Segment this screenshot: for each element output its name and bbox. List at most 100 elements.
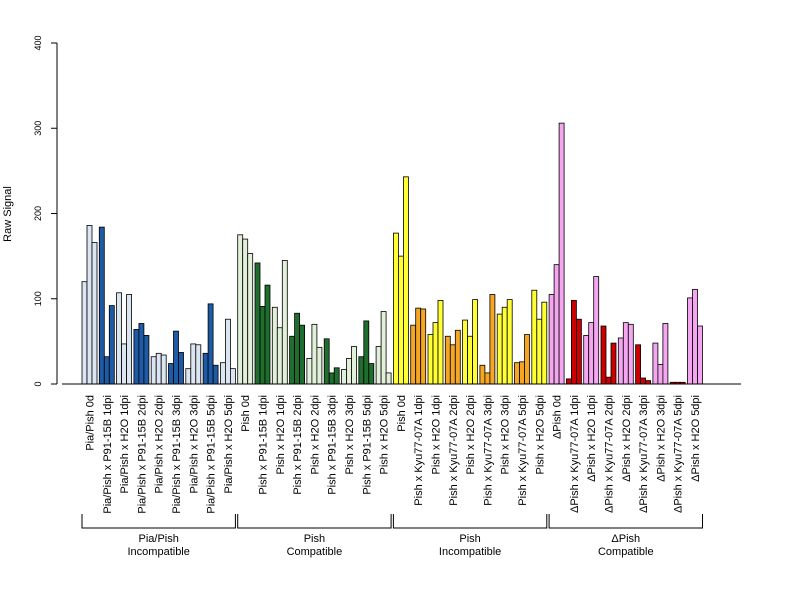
bar [271, 306, 278, 385]
x-tick-label: ΔPish x H2O 1dpi [586, 395, 598, 482]
bar [617, 337, 624, 385]
x-tick-label: Pish x Kyu77-07A 1dpi [413, 395, 425, 506]
y-tick-label: 200 [33, 206, 43, 221]
bar [652, 342, 659, 385]
bar [294, 312, 301, 385]
bar [385, 372, 392, 385]
x-tick-label: Pish x P91-15B 2dpi [292, 395, 304, 495]
x-tick-label: ΔPish x Kyu77-07A 1dpi [569, 395, 581, 513]
bar [168, 363, 174, 385]
group-brackets-layer: Pia/PishIncompatiblePishCompatiblePishIn… [81, 514, 703, 558]
y-tick-label: 0 [33, 381, 43, 386]
group-label-line1: ΔPish [611, 533, 640, 545]
bar [276, 327, 283, 385]
bar [264, 284, 271, 385]
bar [489, 294, 496, 385]
x-tick-label: Pia/Pish x P91-15B 5dpi [206, 395, 218, 514]
bar [368, 363, 375, 385]
bar [427, 334, 434, 385]
bar [98, 226, 105, 385]
bar [299, 324, 306, 385]
x-tick-label: Pish x H2O 5dpi [534, 395, 546, 474]
x-tick-label: Pish x H2O 1dpi [275, 395, 287, 474]
group-label-line2: Compatible [598, 546, 654, 558]
bar [86, 225, 93, 385]
bar [536, 318, 543, 385]
bar [323, 338, 330, 385]
bar [358, 356, 365, 385]
bar [462, 319, 469, 385]
bar [605, 376, 612, 385]
bar [116, 292, 122, 385]
x-tick-label: Pia/Pish x P91-15B 2dpi [136, 395, 148, 514]
y-tick-label: 100 [33, 291, 43, 306]
bar [449, 344, 456, 385]
bar [229, 368, 236, 385]
bar [346, 358, 352, 385]
bar [351, 346, 357, 385]
bar [126, 294, 132, 385]
y-tick-label: 300 [33, 121, 43, 136]
bar [160, 354, 167, 385]
bar [627, 323, 634, 385]
bar [553, 264, 560, 385]
bar [103, 356, 110, 385]
bar [576, 318, 582, 385]
x-tick-label: Pish x H2O 5dpi [379, 395, 391, 474]
x-tick-label: ΔPish x H2O 2dpi [621, 395, 633, 482]
bar [143, 335, 150, 385]
x-tick-label: ΔPish x H2O 3dpi [655, 395, 667, 482]
bar [531, 289, 538, 385]
bar [333, 367, 340, 385]
x-tick-label: Pish x Kyu77-07A 5dpi [517, 395, 529, 506]
y-ticks-layer: 0 100 200 300 400 [33, 35, 57, 387]
x-tick-label: Pish x Kyu77-07A 3dpi [482, 395, 494, 506]
x-tick-label: Pish 0d [240, 395, 252, 432]
x-tick-label: Pia/Pish x P91-15B 3dpi [171, 395, 183, 514]
bar [588, 322, 595, 385]
bar [657, 363, 664, 385]
bar [237, 234, 244, 385]
bar [479, 364, 486, 385]
x-tick-labels-layer: Pia/Pish 0d Pia/Pish x P91-15B 1dpi Pia/Pi… [85, 395, 703, 514]
bar [108, 305, 115, 385]
bar [121, 343, 127, 385]
bar [190, 343, 197, 385]
bar [306, 358, 313, 385]
x-tick-label: Pish x P91-15B 5dpi [361, 395, 373, 495]
x-tick-label: Pia/Pish x H2O 5dpi [223, 395, 235, 493]
group-label-line2: Incompatible [439, 546, 501, 558]
x-tick-label: ΔPish x H2O 5dpi [690, 395, 702, 482]
bar [501, 306, 508, 385]
x-tick-label: Pish x H2O 1dpi [431, 395, 443, 474]
bar [519, 361, 525, 385]
bar [316, 346, 323, 385]
bar [195, 344, 202, 385]
bar [259, 306, 266, 385]
bar [687, 297, 693, 385]
group-label-line2: Compatible [287, 546, 343, 558]
bar [173, 330, 179, 385]
bar [202, 352, 209, 385]
bar [380, 311, 387, 385]
bar [524, 334, 530, 385]
x-tick-label: Pish x H2O 3dpi [344, 395, 356, 474]
bar [472, 299, 479, 385]
bar [635, 344, 641, 385]
group-label-line2: Incompatible [128, 546, 190, 558]
y-axis-title: Raw Signal [2, 186, 14, 242]
x-tick-label: Pia/Pish x H2O 3dpi [188, 395, 200, 493]
bar [219, 362, 226, 385]
bar [341, 369, 347, 385]
bar [610, 342, 617, 385]
bar [392, 232, 399, 385]
bar [91, 242, 98, 385]
x-tick-label: Pia/Pish 0d [85, 395, 97, 451]
x-tick-label: Pia/Pish x H2O 2dpi [154, 395, 166, 493]
bar [178, 352, 184, 385]
x-tick-label: Pia/Pish x H2O 1dpi [119, 395, 131, 493]
x-tick-label: ΔPish x Kyu77-07A 3dpi [638, 395, 650, 513]
bar [281, 259, 288, 385]
